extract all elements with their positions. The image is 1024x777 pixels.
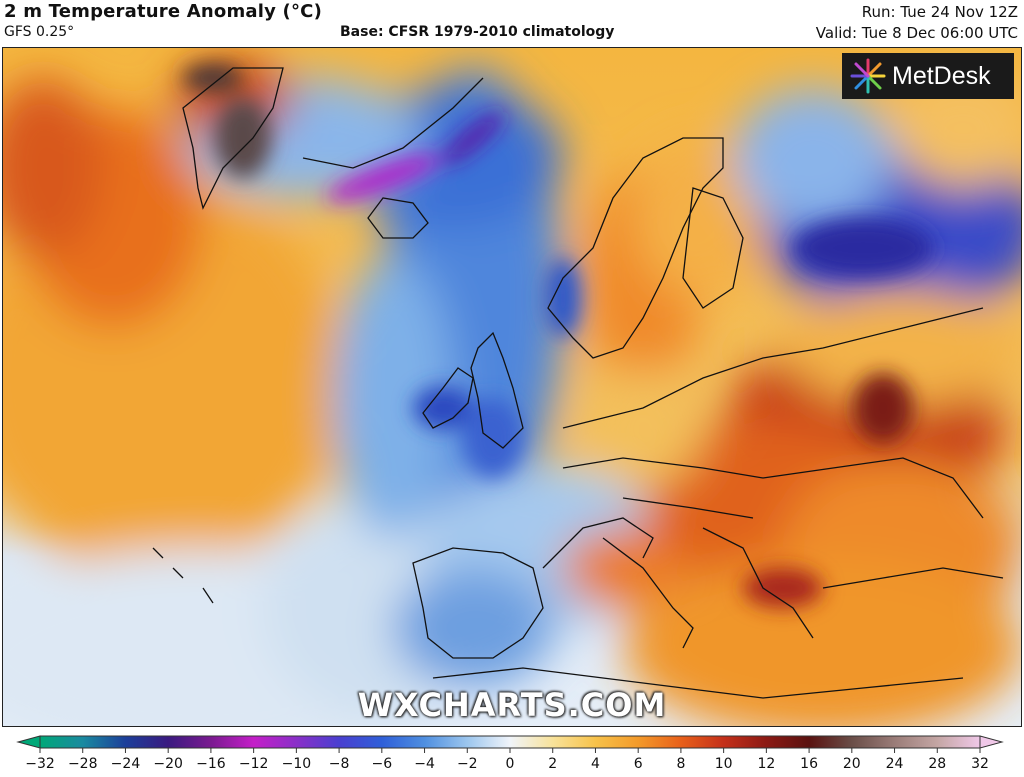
colorbar-tick-label: 32 bbox=[971, 756, 989, 772]
colorbar-tick-label: 2 bbox=[548, 756, 558, 772]
ireland-outline bbox=[422, 367, 474, 429]
model-label: GFS 0.25° bbox=[4, 24, 75, 40]
valid-time-label: Valid: Tue 8 Dec 06:00 UTC bbox=[815, 24, 1018, 42]
colorbar-gradient bbox=[39, 735, 981, 749]
run-time-label: Run: Tue 24 Nov 12Z bbox=[861, 3, 1018, 21]
colorbar-tick-label: −28 bbox=[67, 756, 98, 772]
metdesk-logo-text: MetDesk bbox=[892, 61, 991, 90]
colorbar-tick-label: −24 bbox=[110, 756, 141, 772]
colorbar-tick-label: 4 bbox=[590, 756, 600, 772]
coastlines bbox=[152, 67, 1004, 699]
colorbar-max-arrow bbox=[979, 735, 1004, 749]
britain-outline bbox=[470, 331, 524, 449]
metdesk-logo-icon bbox=[850, 58, 886, 94]
colorbar-tick-label: −2 bbox=[456, 756, 478, 772]
map-title: 2 m Temperature Anomaly (°C) bbox=[4, 1, 322, 22]
colorbar-tick-label: −6 bbox=[371, 756, 393, 772]
colorbar-tick-label: −4 bbox=[414, 756, 435, 772]
colorbar-tick-label: 6 bbox=[633, 756, 643, 772]
colorbar-min-arrow bbox=[16, 735, 41, 749]
colorbar-tick-label: −8 bbox=[328, 756, 350, 772]
wxcharts-watermark: WXCHARTS.COM bbox=[357, 686, 667, 724]
iberia-outline bbox=[412, 547, 544, 659]
colorbar-tick-label: 16 bbox=[800, 756, 818, 772]
colorbar-tick-label: 12 bbox=[757, 756, 776, 772]
colorbar-tick-label: 28 bbox=[928, 756, 947, 772]
anomaly-extremes bbox=[183, 64, 933, 608]
scandinavia-outline bbox=[547, 137, 724, 359]
colorbar bbox=[16, 735, 1004, 753]
colorbar-tick-label: −16 bbox=[196, 756, 226, 772]
colorbar-tick-label: −32 bbox=[25, 756, 55, 772]
temperature-anomaly-map bbox=[2, 47, 1022, 727]
colorbar-tick-label: 10 bbox=[714, 756, 733, 772]
colorbar-tick-label: 20 bbox=[842, 756, 861, 772]
colorbar-tick-label: 8 bbox=[676, 756, 686, 772]
metdesk-logo: MetDesk bbox=[842, 53, 1014, 99]
base-climatology-label: Base: CFSR 1979-2010 climatology bbox=[340, 24, 615, 40]
iceland-outline bbox=[367, 197, 429, 239]
colorbar-tick-label: 24 bbox=[885, 756, 904, 772]
colorbar-tick-label: 0 bbox=[505, 756, 515, 772]
colorbar-tick-label: −12 bbox=[238, 756, 269, 772]
colorbar-tick-label: −10 bbox=[281, 756, 312, 772]
colorbar-tick-label: −20 bbox=[153, 756, 183, 772]
